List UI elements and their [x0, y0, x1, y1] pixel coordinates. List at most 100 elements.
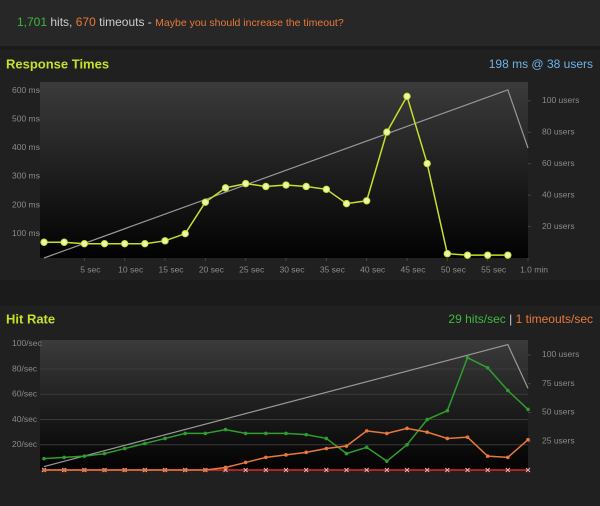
data-point [161, 237, 169, 245]
data-point [404, 467, 410, 473]
data-point [183, 431, 187, 436]
data-point [403, 92, 411, 101]
data-point [100, 239, 109, 248]
summary-users: 38 [547, 57, 561, 71]
data-point [526, 437, 530, 442]
data-point [443, 250, 452, 258]
y-tick-label: 20/sec [12, 439, 38, 449]
data-point [221, 184, 230, 192]
x-tick-label: 10 sec [118, 264, 144, 274]
data-point [122, 446, 127, 451]
hits-count: 1,701 [17, 15, 47, 29]
summary-separator: | [509, 312, 512, 326]
data-point [303, 467, 309, 473]
data-point [243, 460, 248, 465]
y-tick-label: 40/sec [12, 414, 38, 424]
data-point [322, 185, 331, 194]
chart-summary: 198 ms @ 38 users [489, 57, 593, 71]
data-point [62, 455, 66, 460]
data-point [526, 407, 530, 412]
data-point [304, 450, 308, 455]
data-point [485, 454, 490, 458]
data-point [282, 181, 290, 189]
data-point [485, 467, 491, 473]
summary-hits-label: hits/sec [465, 312, 506, 326]
summary-users-label: users [564, 57, 593, 71]
x-tick-label: 5 sec [80, 264, 101, 274]
data-point [425, 430, 429, 434]
data-point [223, 465, 228, 470]
data-point [241, 179, 250, 188]
y-tick-label: 200 ms [12, 199, 40, 209]
data-point [283, 467, 289, 473]
data-point [405, 426, 409, 431]
data-point [263, 467, 269, 473]
x-tick-label: 15 sec [159, 264, 185, 274]
data-point [324, 436, 329, 441]
y-tick-label: 400 ms [12, 142, 40, 152]
data-point [405, 442, 409, 447]
timeouts-label: timeouts - [99, 15, 152, 29]
x-tick-label: 1.0 min [520, 264, 548, 274]
x-tick-label: 45 sec [400, 264, 426, 274]
data-point [262, 182, 270, 191]
data-point [364, 445, 369, 450]
data-point [120, 239, 129, 248]
plot-area [40, 82, 528, 258]
data-point [385, 459, 389, 463]
x-tick-label: 55 sec [481, 264, 507, 274]
data-point [444, 467, 450, 473]
data-point [201, 198, 210, 206]
data-point [284, 431, 288, 436]
y-tick-label: 80/sec [12, 363, 38, 373]
y-tick-label: 60/sec [12, 389, 38, 399]
data-point [42, 468, 46, 472]
data-point [385, 431, 389, 436]
series-line [43, 343, 529, 468]
data-point [42, 456, 46, 461]
data-point [505, 467, 511, 473]
y2-tick-label: 80 users [542, 127, 575, 137]
x-tick-label: 30 sec [279, 264, 305, 274]
timeouts-count: 670 [76, 15, 96, 29]
data-point [344, 467, 349, 473]
data-point [60, 238, 68, 246]
summary-timeouts: 1 [516, 312, 523, 326]
timeout-message: Maybe you should increase the timeout? [155, 17, 344, 29]
data-point [40, 238, 48, 246]
header-status: 1,701 hits, 670 timeouts - Maybe you sho… [17, 15, 344, 29]
x-tick-label: 40 sec [360, 264, 386, 274]
y2-tick-label: 25 users [542, 435, 575, 445]
x-tick-label: 35 sec [320, 264, 346, 274]
summary-hits: 29 [448, 312, 462, 326]
data-point [264, 431, 268, 436]
data-point [304, 432, 308, 437]
series-line [43, 89, 529, 259]
hits-label: hits, [50, 15, 72, 29]
data-point [163, 436, 167, 441]
data-point [465, 435, 470, 439]
data-point [122, 468, 127, 472]
data-point [102, 451, 107, 456]
data-point [163, 468, 167, 472]
data-point [82, 468, 87, 472]
data-point [223, 427, 228, 432]
chart-summary: 29 hits/sec | 1 timeouts/sec [448, 312, 593, 326]
x-tick-label: 20 sec [199, 264, 225, 274]
y-tick-label: 500 ms [12, 113, 40, 123]
summary-value: 198 [489, 57, 509, 71]
data-point [506, 388, 510, 393]
y2-tick-label: 40 users [542, 189, 575, 199]
data-point [383, 128, 391, 136]
data-point [141, 239, 149, 248]
summary-timeouts-label: timeouts/sec [526, 312, 593, 326]
data-point [324, 446, 329, 451]
data-point [284, 453, 288, 457]
y-tick-label: 600 ms [12, 85, 40, 95]
data-point [504, 251, 512, 259]
data-point [344, 451, 349, 456]
data-point [425, 417, 429, 422]
data-point [465, 355, 470, 360]
data-point [243, 467, 249, 473]
